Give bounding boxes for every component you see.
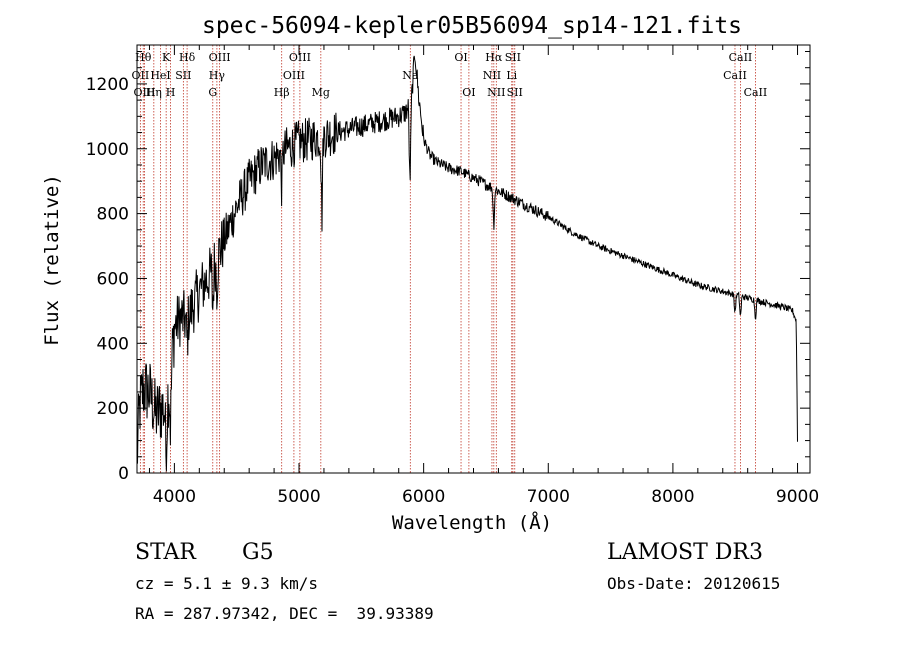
marker-label-0: Hθ: [135, 51, 152, 64]
marker-label-23: SII: [505, 51, 521, 64]
x-tick-label-9000: 9000: [776, 487, 819, 507]
marker-label-26: CaII: [729, 51, 753, 64]
x-tick-label-5000: 5000: [277, 487, 320, 507]
marker-label-11: OIII: [209, 51, 231, 64]
marker-label-19: NII: [483, 69, 501, 82]
x-tick-label-6000: 6000: [402, 487, 445, 507]
marker-label-7: SII: [175, 69, 191, 82]
marker-label-16: Na: [402, 69, 419, 82]
marker-label-25: CaII: [723, 69, 747, 82]
marker-label-1: OII: [132, 69, 150, 82]
marker-label-12: Hβ: [274, 86, 290, 99]
marker-label-22: Li: [506, 69, 517, 82]
x-tick-label-7000: 7000: [527, 487, 570, 507]
x-tick-label-8000: 8000: [651, 487, 694, 507]
object-class: STAR: [135, 540, 197, 565]
y-axis-label: Flux (relative): [41, 174, 63, 346]
marker-label-24: SII: [507, 86, 523, 99]
marker-label-10: Hγ: [209, 69, 226, 82]
marker-label-17: OI: [454, 51, 467, 64]
marker-label-15: Mg: [312, 86, 330, 99]
marker-label-2: OIII: [133, 86, 155, 99]
y-tick-label-200: 200: [97, 399, 129, 419]
obs-date: Obs-Date: 20120615: [607, 574, 780, 593]
chart-title: spec-56094-kepler05B56094_sp14-121.fits: [202, 13, 742, 39]
plot-frame: [136, 44, 811, 474]
y-tick-label-400: 400: [97, 334, 129, 354]
marker-label-4: HeI: [150, 69, 170, 82]
x-axis-ticks: 4000 5000 6000 7000 8000 9000: [148, 45, 819, 507]
marker-label-3: Hη: [146, 86, 162, 99]
marker-label-6: H: [166, 86, 176, 99]
marker-label-13: OIII: [283, 69, 305, 82]
subclass: G5: [242, 540, 274, 565]
coordinates: RA = 287.97342, DEC = 39.93389: [135, 604, 434, 623]
redshift-cz: cz = 5.1 ± 9.3 km/s: [135, 574, 318, 593]
spectrum-line: [136, 55, 798, 472]
y-tick-label-1000: 1000: [86, 140, 129, 160]
marker-label-14: OIII: [289, 51, 311, 64]
y-axis-ticks: 0 200 400 600 800 1000 1200: [86, 50, 810, 484]
marker-label-5: K: [162, 51, 171, 64]
marker-label-8: Hδ: [179, 51, 196, 64]
x-axis-label: Wavelength (Å): [392, 511, 552, 534]
y-tick-label-800: 800: [97, 205, 129, 225]
marker-label-21: NII: [487, 86, 505, 99]
marker-label-20: Hα: [485, 51, 503, 64]
y-tick-label-600: 600: [97, 269, 129, 289]
y-tick-label-0: 0: [118, 464, 129, 484]
emission-line-markers: [139, 45, 756, 473]
y-tick-label-1200: 1200: [86, 75, 129, 95]
marker-label-27: CaII: [744, 86, 768, 99]
x-tick-label-4000: 4000: [153, 487, 196, 507]
emission-line-labels: HθOIIOIIIHηHeIKHSIIHδGHγOIIIHβOIIIOIIIMg…: [132, 51, 768, 99]
marker-label-9: G: [208, 86, 217, 99]
marker-label-18: OI: [462, 86, 475, 99]
survey-name: LAMOST DR3: [607, 540, 763, 565]
